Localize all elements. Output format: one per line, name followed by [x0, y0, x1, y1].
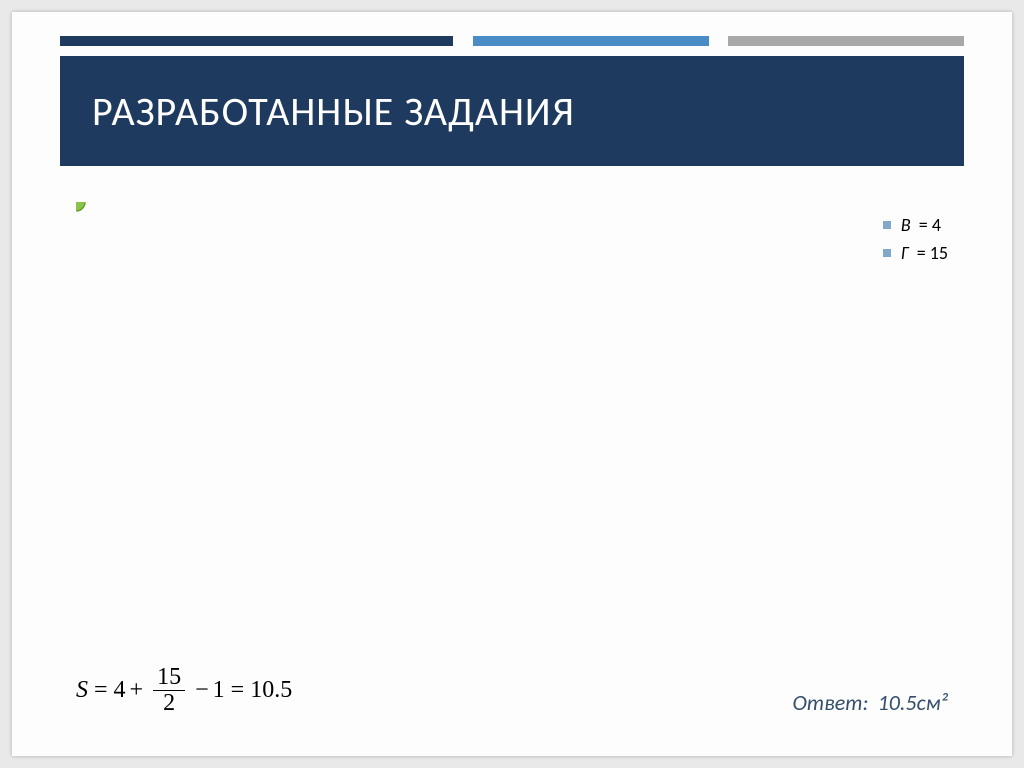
formula-term3: 1 [213, 677, 225, 704]
legend-row-B: В = 4 [883, 214, 948, 236]
formula-plus: + [130, 677, 144, 704]
lattice-diagram [76, 202, 836, 632]
legend-G-value: 15 [930, 242, 948, 264]
accent-seg-1 [60, 36, 453, 46]
frac-den: 2 [159, 691, 179, 716]
formula-result: 10.5 [250, 677, 292, 704]
accent-gap-1 [453, 36, 473, 46]
formula-S: S [76, 677, 88, 704]
accent-seg-2 [473, 36, 709, 46]
content-area: В = 4 Г = 15 S = 4 + 15 2 − 1 = [76, 202, 948, 716]
accent-gap-2 [709, 36, 729, 46]
legend-B-value: 4 [932, 214, 941, 236]
legend-B-label: В [901, 214, 911, 236]
slide-title-text: РАЗРАБОТАННЫЕ ЗАДАНИЯ [92, 87, 575, 136]
slide-title: РАЗРАБОТАННЫЕ ЗАДАНИЯ [60, 56, 964, 166]
slide: РАЗРАБОТАННЫЕ ЗАДАНИЯ В = 4 Г = 15 S = 4… [12, 12, 1012, 756]
formula-term1: 4 [114, 677, 126, 704]
formula-minus: − [195, 677, 209, 704]
answer-value: 10.5см² [878, 689, 948, 716]
formula-eq: = [94, 677, 108, 704]
legend: В = 4 Г = 15 [883, 214, 948, 270]
formula-eq2: = [231, 677, 245, 704]
answer-label: Ответ: [792, 689, 868, 716]
frac-num: 15 [153, 665, 185, 691]
bullet-icon [883, 249, 891, 257]
legend-eq: = [915, 214, 932, 236]
legend-eq: = [913, 242, 930, 264]
answer: Ответ: 10.5см² [792, 689, 948, 716]
accent-bar [60, 36, 964, 46]
bullet-icon [883, 221, 891, 229]
legend-G-label: Г [901, 242, 909, 264]
formula-fraction: 15 2 [153, 665, 185, 716]
accent-seg-3 [728, 36, 964, 46]
legend-row-G: Г = 15 [883, 242, 948, 264]
picks-formula: S = 4 + 15 2 − 1 = 10.5 [76, 665, 292, 716]
